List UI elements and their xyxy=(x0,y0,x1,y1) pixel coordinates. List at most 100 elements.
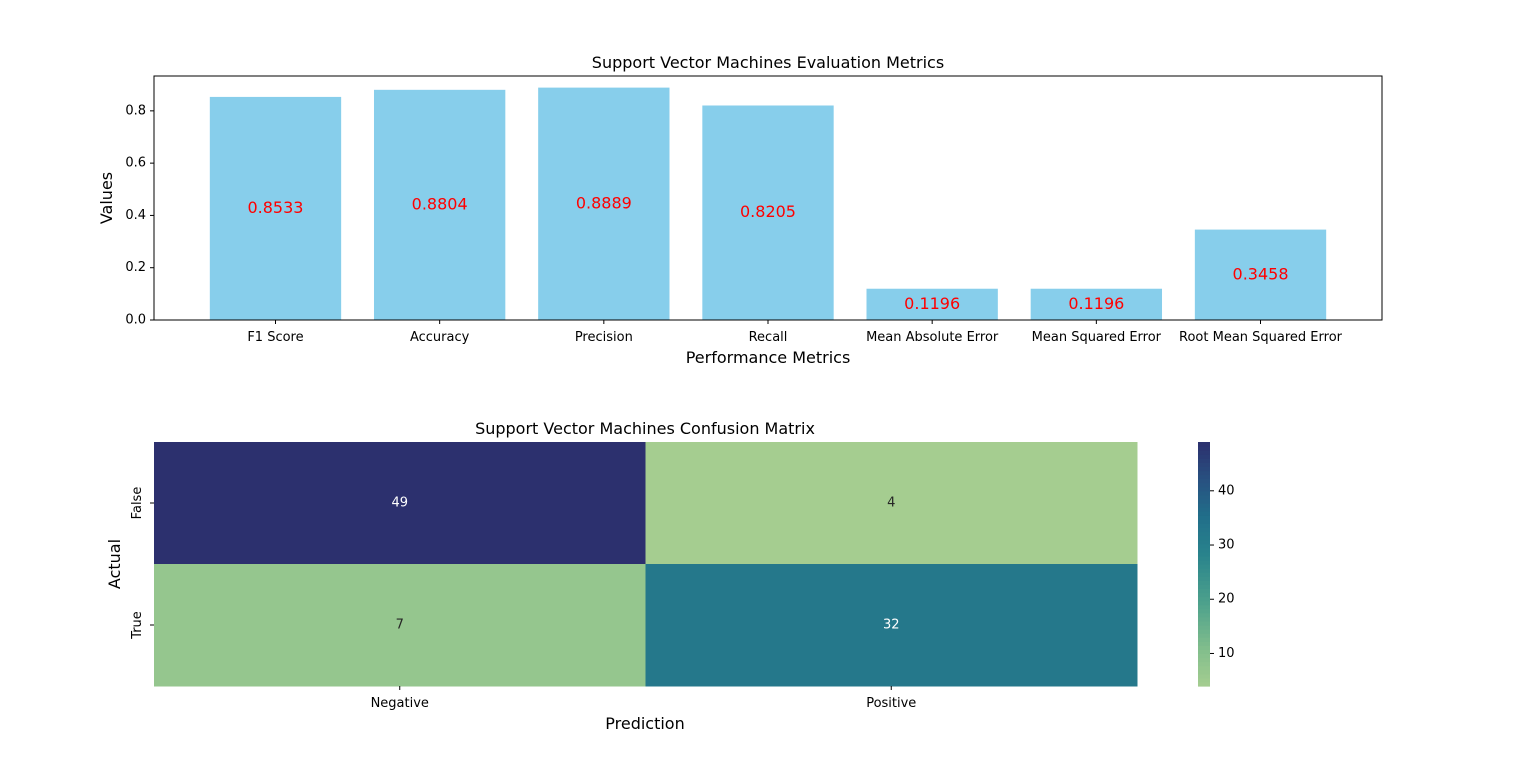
y-tick-label: True xyxy=(130,611,145,640)
bar-chart-y-label: Values xyxy=(97,172,116,224)
bar-chart: Support Vector Machines Evaluation Metri… xyxy=(97,53,1383,367)
colorbar-segment xyxy=(1198,470,1210,476)
colorbar-segment xyxy=(1198,539,1210,545)
colorbar-segment xyxy=(1198,446,1210,451)
colorbar-segment xyxy=(1198,498,1210,504)
x-tick-label: Mean Absolute Error xyxy=(866,330,999,345)
bar xyxy=(702,105,834,320)
colorbar-segment xyxy=(1198,669,1210,675)
heatmap-cell-value: 49 xyxy=(391,496,408,511)
heatmap-cell xyxy=(154,564,646,687)
colorbar-segment xyxy=(1198,616,1210,622)
heatmap-cell xyxy=(154,442,646,565)
heatmap-cell-value: 32 xyxy=(883,618,900,633)
bar-plot-area: 0.8533 F1 Score 0.8804 Accuracy 0.8889 Precis… xyxy=(125,87,1343,345)
colorbar-segment xyxy=(1198,531,1210,537)
colorbar-segment xyxy=(1198,572,1210,577)
x-tick-label: Positive xyxy=(866,696,916,711)
heatmap-cell-value: 7 xyxy=(396,618,404,633)
colorbar-segment xyxy=(1198,653,1210,659)
colorbar-segment xyxy=(1198,629,1210,634)
colorbar-segment xyxy=(1198,458,1210,463)
bar xyxy=(1194,229,1327,320)
y-tick-label: 0.4 xyxy=(125,208,146,223)
colorbar-segment xyxy=(1198,576,1210,581)
colorbar-segment xyxy=(1198,677,1210,683)
colorbar-segment xyxy=(1198,604,1210,610)
colorbar-segment xyxy=(1198,450,1210,455)
heatmap-title: Support Vector Machines Confusion Matrix xyxy=(475,419,815,438)
colorbar-segment xyxy=(1198,482,1210,488)
bar-value-label: 0.8889 xyxy=(576,193,632,212)
y-tick-label: 0.6 xyxy=(125,156,146,171)
colorbar-segment xyxy=(1198,596,1210,602)
colorbar-segment xyxy=(1198,503,1210,508)
colorbar-segment xyxy=(1198,551,1210,557)
colorbar-segment xyxy=(1198,490,1210,496)
confusion-matrix-chart: Support Vector Machines Confusion Matrix… xyxy=(105,419,1235,733)
heatmap-y-label: Actual xyxy=(105,539,124,589)
colorbar-segment xyxy=(1198,641,1210,646)
colorbar-segment xyxy=(1198,645,1210,650)
bar-value-label: 0.1196 xyxy=(1068,294,1124,313)
colorbar-segment xyxy=(1198,462,1210,467)
bar-value-label: 0.1196 xyxy=(904,294,960,313)
bar-value-label: 0.8804 xyxy=(412,194,468,213)
bar-value-label: 0.3458 xyxy=(1233,264,1289,283)
bar xyxy=(1030,288,1163,320)
y-tick-label: 0.2 xyxy=(125,260,146,275)
colorbar-segment xyxy=(1198,584,1210,589)
colorbar-segment xyxy=(1198,633,1210,638)
colorbar-tick-label: 10 xyxy=(1218,646,1235,661)
colorbar-segment xyxy=(1198,637,1210,642)
colorbar-segment xyxy=(1198,515,1210,520)
colorbar-segment xyxy=(1198,555,1210,561)
colorbar-segment xyxy=(1198,442,1210,447)
colorbar-segment xyxy=(1198,649,1210,655)
bar-chart-x-label: Performance Metrics xyxy=(686,348,851,367)
colorbar-segment xyxy=(1198,657,1210,663)
bar-plot-frame xyxy=(153,75,1383,321)
x-tick-label: F1 Score xyxy=(247,330,303,345)
colorbar-segment xyxy=(1198,568,1210,573)
colorbar-tick-label: 20 xyxy=(1218,592,1235,607)
bar xyxy=(538,87,670,320)
colorbar-segment xyxy=(1198,620,1210,626)
colorbar-segment xyxy=(1198,608,1210,614)
colorbar-segment xyxy=(1198,665,1210,671)
x-tick-label: Accuracy xyxy=(410,330,470,345)
colorbar-segment xyxy=(1198,564,1210,569)
heatmap-cell xyxy=(645,564,1138,687)
x-tick-label: Mean Squared Error xyxy=(1032,330,1162,345)
bar-chart-title: Support Vector Machines Evaluation Metri… xyxy=(592,53,944,72)
x-tick-label: Root Mean Squared Error xyxy=(1179,330,1343,345)
colorbar-segment xyxy=(1198,592,1210,598)
colorbar-segment xyxy=(1198,527,1210,533)
heatmap-cell-value: 4 xyxy=(887,496,895,511)
colorbar-segment xyxy=(1198,474,1210,480)
colorbar-segment xyxy=(1198,523,1210,528)
colorbar-segment xyxy=(1198,661,1210,667)
colorbar-segment xyxy=(1198,612,1210,618)
colorbar-segment xyxy=(1198,466,1210,472)
heatmap-area: 49 4 7 32 Negative Positive False True xyxy=(130,442,1138,711)
colorbar-segment xyxy=(1198,507,1210,512)
colorbar-tick-label: 40 xyxy=(1218,483,1235,498)
colorbar-segment xyxy=(1198,486,1210,492)
bar xyxy=(209,96,342,320)
colorbar-segment xyxy=(1198,494,1210,500)
colorbar-segment xyxy=(1198,625,1210,630)
colorbar-segment xyxy=(1198,559,1210,565)
colorbar-segment xyxy=(1198,547,1210,553)
colorbar-segment xyxy=(1198,600,1210,606)
bar-value-label: 0.8533 xyxy=(247,198,303,217)
x-tick-label: Precision xyxy=(575,330,633,345)
colorbar-segment xyxy=(1198,673,1210,679)
heatmap-cell xyxy=(645,442,1138,565)
heatmap-x-label: Prediction xyxy=(605,714,684,733)
bar xyxy=(866,288,998,320)
colorbar-segment xyxy=(1198,454,1210,459)
colorbar-segment xyxy=(1198,681,1210,687)
y-tick-label: False xyxy=(130,487,145,520)
